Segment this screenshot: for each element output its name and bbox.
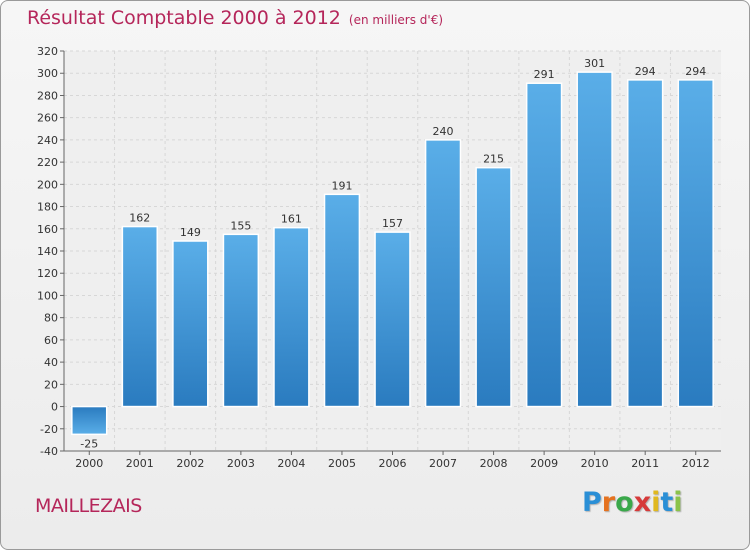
y-tick-label: 300 [37, 67, 58, 80]
bar [121, 225, 158, 408]
y-tick-label: 280 [37, 89, 58, 102]
y-tick-label: 140 [37, 245, 58, 258]
bar [627, 79, 664, 408]
data-label: 157 [382, 217, 403, 230]
bar [475, 166, 512, 408]
data-label: 161 [281, 213, 302, 226]
x-tick-label: 2001 [126, 457, 154, 470]
data-label: 191 [331, 179, 352, 192]
logo-letter: i [651, 487, 661, 518]
data-label: 155 [230, 219, 251, 232]
y-tick-label: 320 [37, 45, 58, 58]
y-tick-label: 200 [37, 178, 58, 191]
x-tick-label: 2008 [480, 457, 508, 470]
y-tick-label: 120 [37, 267, 58, 280]
x-tick-label: 2000 [75, 457, 103, 470]
x-tick-label: 2002 [176, 457, 204, 470]
bar [222, 233, 260, 408]
x-tick-label: 2012 [682, 457, 710, 470]
logo-letter: P [582, 487, 602, 518]
y-tick-label: 0 [51, 401, 58, 414]
y-tick-label: 160 [37, 223, 58, 236]
data-label: 162 [129, 212, 150, 225]
x-tick-label: 2009 [530, 457, 558, 470]
bar [172, 240, 209, 408]
x-tick-label: 2004 [277, 457, 305, 470]
bar [424, 139, 462, 408]
bar [71, 405, 108, 436]
bar [273, 226, 310, 408]
data-label: 240 [433, 125, 454, 138]
bar [323, 193, 361, 408]
y-tick-label: 220 [37, 156, 58, 169]
data-label: 149 [180, 226, 201, 239]
y-tick-label: 20 [44, 378, 58, 391]
data-label: 294 [635, 65, 656, 78]
bar [374, 231, 411, 408]
x-tick-label: 2006 [379, 457, 407, 470]
logo-letter: x [633, 487, 652, 518]
logo-letter: o [615, 487, 634, 518]
logo-letter: r [601, 487, 616, 518]
bar [576, 71, 613, 408]
chart-title: Résultat Comptable 2000 à 2012 (en millie… [27, 7, 443, 29]
data-label: 301 [584, 57, 605, 70]
y-tick-label: 260 [37, 112, 58, 125]
data-label: 291 [534, 68, 555, 81]
y-tick-label: 40 [44, 356, 58, 369]
y-tick-label: 100 [37, 289, 58, 302]
y-tick-label: -40 [40, 445, 58, 458]
x-tick-label: 2011 [631, 457, 659, 470]
x-tick-label: 2005 [328, 457, 356, 470]
x-tick-label: 2007 [429, 457, 457, 470]
logo-letter: t [660, 487, 674, 518]
bar [525, 82, 563, 408]
y-tick-label: 180 [37, 201, 58, 214]
commune-name: MAILLEZAIS [35, 495, 142, 517]
y-tick-label: -20 [40, 423, 58, 436]
y-tick-label: 60 [44, 334, 58, 347]
data-label: -25 [80, 437, 98, 450]
proxiti-logo[interactable]: Proxiti [582, 487, 683, 518]
data-label: 294 [685, 65, 706, 78]
y-tick-label: 80 [44, 312, 58, 325]
chart-title-text: Résultat Comptable 2000 à 2012 [27, 7, 341, 29]
x-tick-label: 2003 [227, 457, 255, 470]
x-tick-label: 2010 [581, 457, 609, 470]
bar [677, 79, 714, 408]
chart-subtitle: (en milliers d'€) [348, 13, 444, 27]
logo-letter: i [673, 487, 683, 518]
y-tick-label: 240 [37, 134, 58, 147]
data-label: 215 [483, 153, 504, 166]
